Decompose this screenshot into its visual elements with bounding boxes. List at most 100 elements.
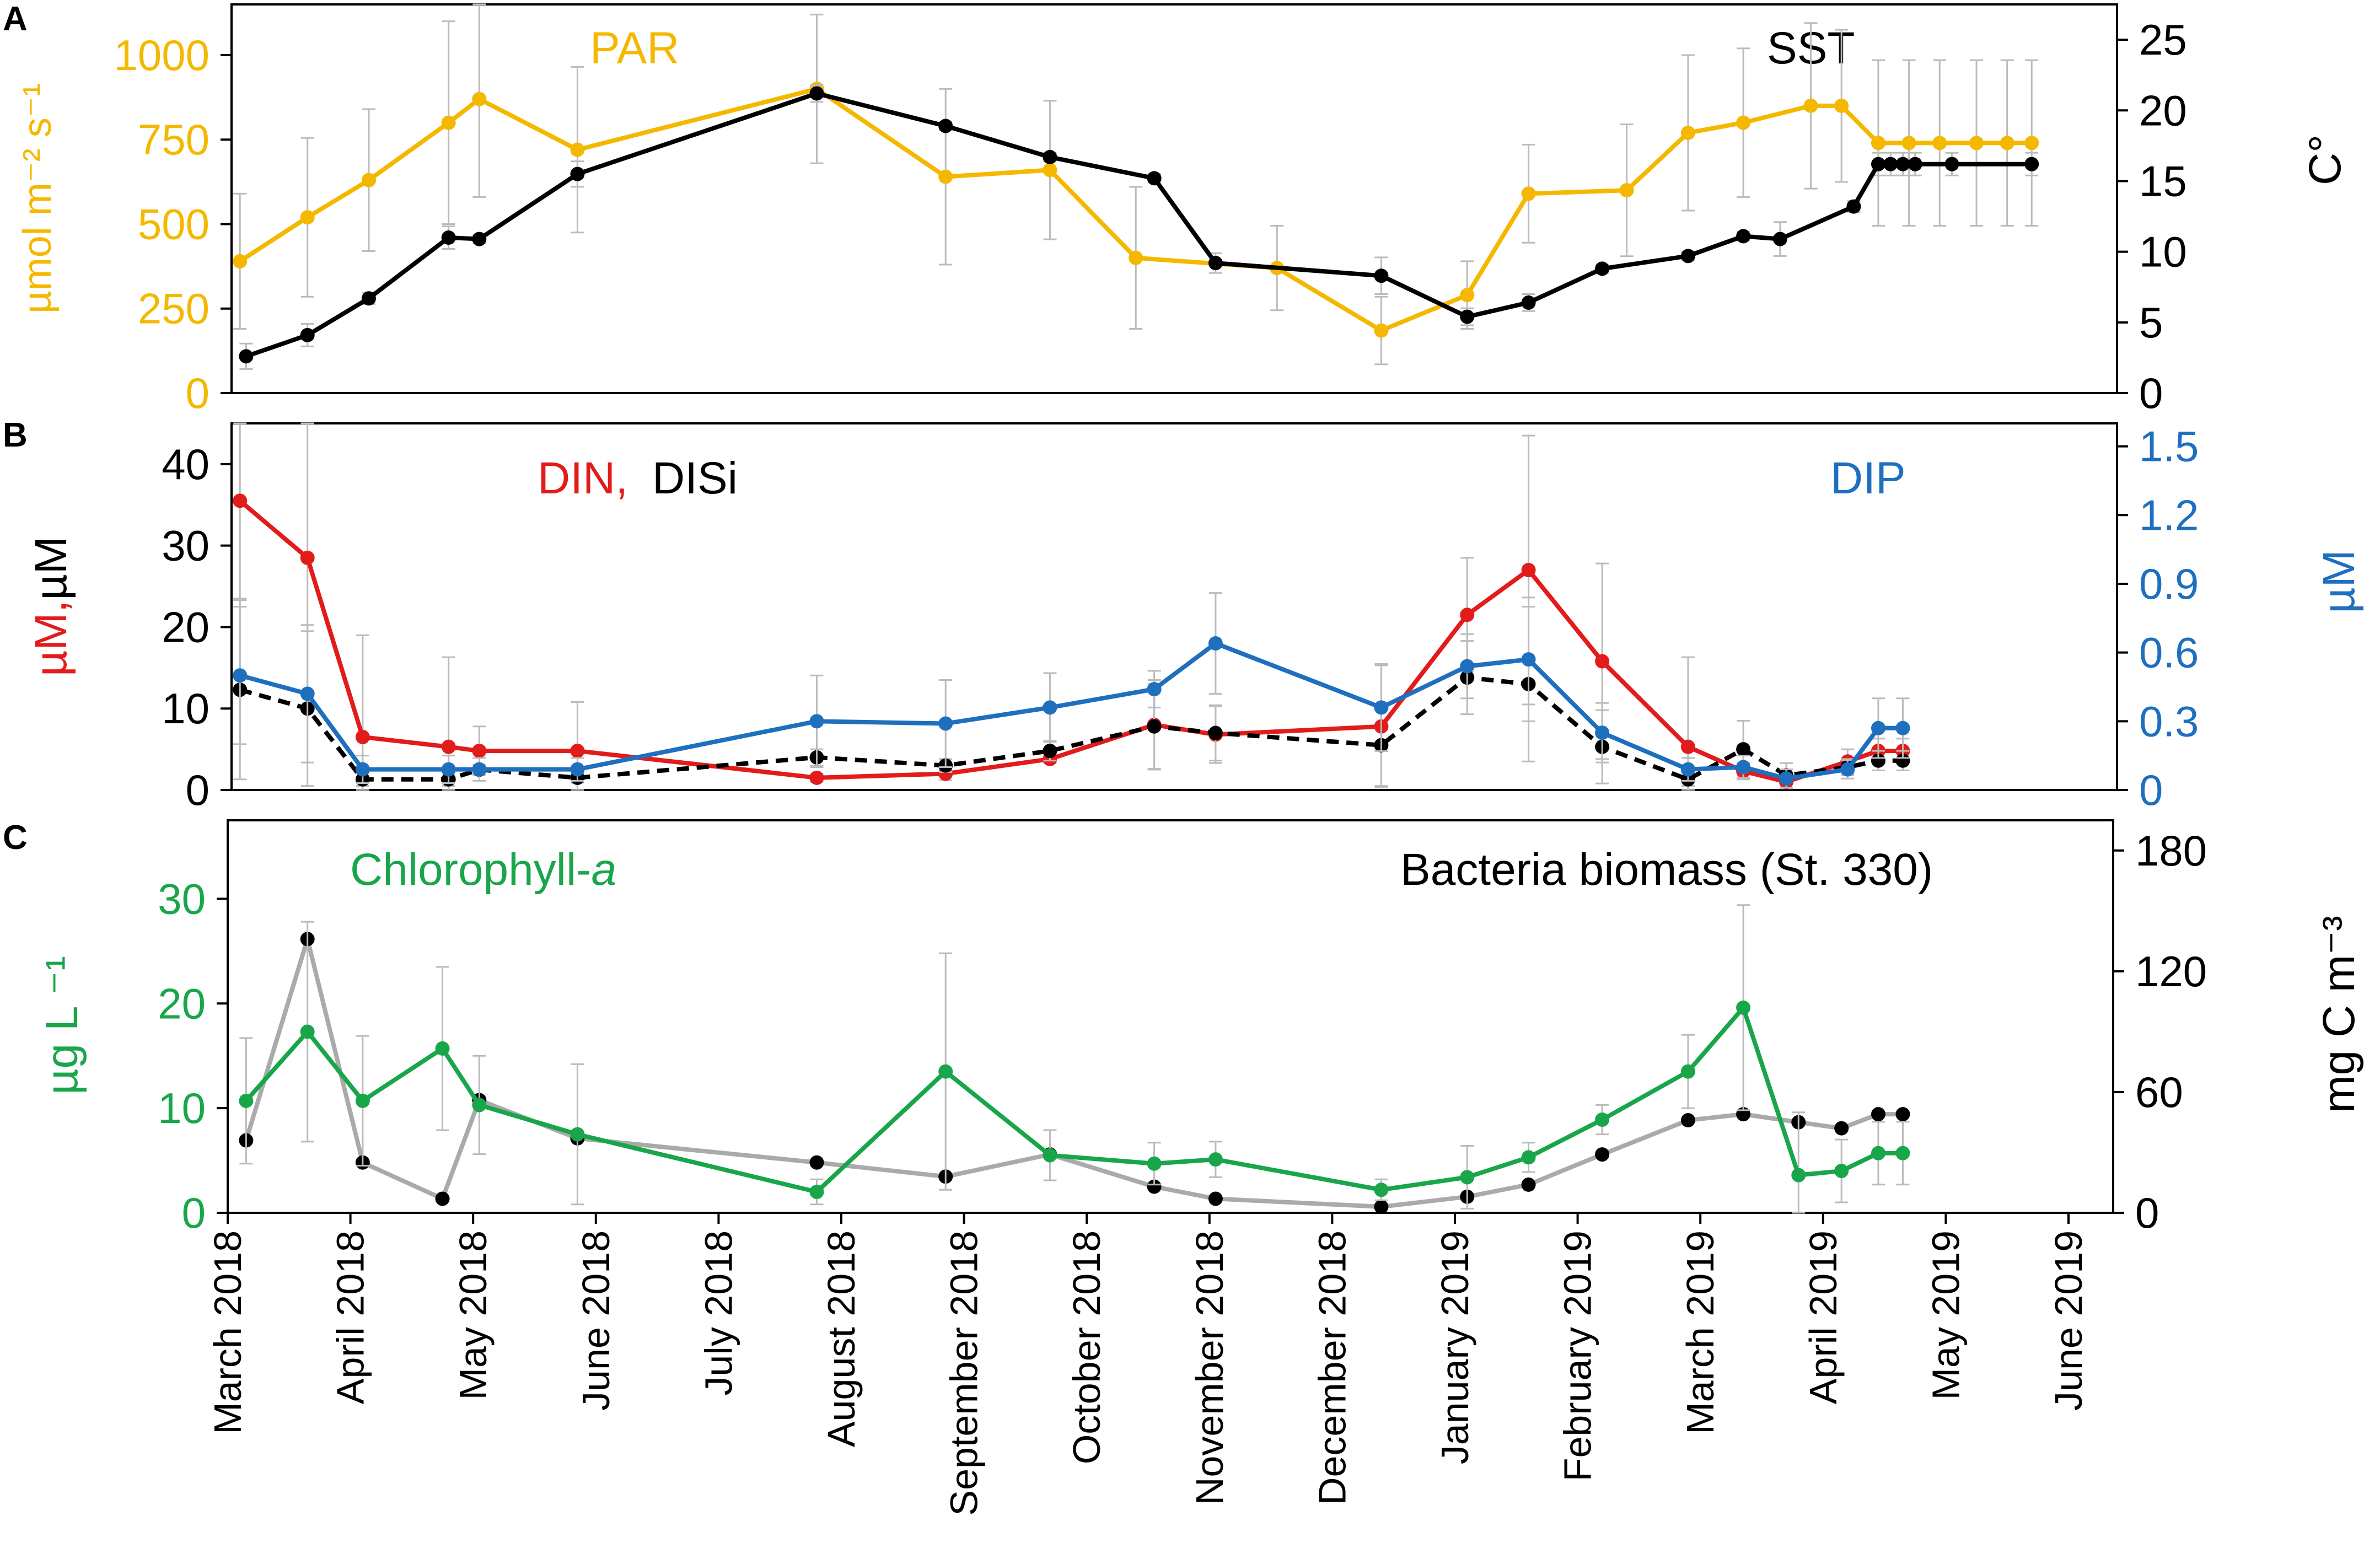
data-series — [233, 3, 2039, 1214]
series-2-bacteria-biomass — [239, 932, 1910, 1214]
data-point — [1871, 721, 1885, 735]
panel-c-frame — [227, 819, 2114, 1214]
ylabel-c-right: mg C m⁻³ — [2314, 916, 2364, 1113]
data-point — [1374, 1182, 1389, 1197]
data-point — [1460, 1170, 1475, 1185]
data-point — [1129, 250, 1143, 265]
label-bacteria: Bacteria biomass (St. 330) — [1400, 845, 1933, 895]
data-point — [1460, 608, 1475, 622]
ytick-label-left-0-0: 0 — [186, 369, 209, 417]
x-axis: March 2018 April 2018 May 2018 June 2018 Jul… — [206, 1213, 2090, 1516]
ytick-label-right-2-0: 0 — [2135, 1189, 2159, 1237]
xtick-label-7: October 2018 — [1065, 1230, 1108, 1464]
data-point — [355, 762, 370, 777]
data-point — [1619, 183, 1634, 198]
ytick-label-right-1-5: 1.5 — [2139, 422, 2199, 471]
xtick-label-5: August 2018 — [820, 1230, 863, 1447]
label-disi: DISi — [652, 453, 738, 503]
data-point — [1147, 682, 1162, 697]
xtick-label-3: June 2018 — [574, 1230, 617, 1411]
data-point — [1895, 753, 1910, 768]
ytick-label-left-1-0: 0 — [186, 766, 209, 814]
ytick-label-right-1-0: 0 — [2139, 766, 2163, 814]
ytick-label-left-2-1: 10 — [158, 1084, 206, 1132]
data-point — [1147, 719, 1162, 734]
data-point — [1521, 295, 1536, 310]
data-point — [233, 668, 248, 683]
ytick-label-left-0-1: 250 — [138, 284, 209, 333]
data-point — [938, 119, 953, 133]
ytick-label-right-1-2: 0.6 — [2139, 628, 2199, 677]
label-din: DIN, — [538, 453, 628, 503]
data-point — [1374, 323, 1389, 338]
data-point — [361, 291, 376, 306]
data-point — [1595, 725, 1610, 740]
data-point — [435, 1041, 450, 1056]
xtick-label-8: November 2018 — [1188, 1230, 1231, 1505]
series-1-disi — [233, 599, 1910, 789]
ytick-label-right-1-1: 0.3 — [2139, 697, 2199, 745]
data-point — [809, 714, 824, 729]
data-point — [570, 744, 585, 759]
ytick-label-left-2-0: 0 — [182, 1189, 206, 1237]
data-point — [570, 142, 585, 157]
data-point — [472, 762, 487, 777]
series-line — [245, 91, 2032, 359]
ytick-label-right-0-1: 5 — [2139, 298, 2163, 347]
ytick-label-right-2-3: 180 — [2135, 826, 2207, 875]
data-point — [300, 686, 315, 701]
ylabel-b-left-colored: µM, — [26, 600, 76, 676]
data-point — [1680, 125, 1695, 140]
data-point — [472, 744, 487, 759]
data-point — [1208, 725, 1223, 740]
data-point — [1871, 136, 1885, 150]
series-line — [239, 675, 1903, 782]
data-point — [1595, 261, 1610, 276]
data-point — [1736, 115, 1751, 130]
data-point — [1043, 149, 1057, 164]
data-point — [1871, 1146, 1885, 1160]
ylabel-b-right: µM — [2314, 550, 2364, 614]
ylabel-a-right: C° — [2300, 135, 2350, 185]
data-point — [1895, 1107, 1910, 1122]
ytick-label-right-0-0: 0 — [2139, 369, 2163, 417]
ytick-label-right-1-4: 1.2 — [2139, 491, 2199, 539]
data-point — [1374, 700, 1389, 715]
data-point — [2024, 136, 2039, 150]
data-point — [1521, 186, 1536, 201]
data-point — [1680, 249, 1695, 264]
series-2-chlorophyll-a — [239, 904, 1910, 1214]
data-point — [361, 173, 376, 187]
series-line — [244, 937, 1903, 1210]
data-point — [1871, 753, 1885, 768]
data-point — [809, 1155, 824, 1170]
data-point — [570, 1127, 585, 1142]
data-point — [472, 1098, 487, 1112]
data-point — [1969, 136, 1984, 150]
series-1-dip — [233, 592, 1910, 789]
data-point — [809, 86, 824, 101]
data-point — [1680, 762, 1695, 777]
data-point — [1460, 659, 1475, 674]
data-point — [1595, 1112, 1610, 1127]
ytick-label-left-1-4: 40 — [162, 440, 209, 488]
xtick-label-6: September 2018 — [943, 1230, 986, 1516]
data-point — [1736, 1000, 1751, 1015]
data-point — [570, 166, 585, 181]
ytick-label-right-0-3: 15 — [2139, 157, 2187, 205]
data-point — [1932, 136, 1947, 150]
data-point — [1147, 1156, 1162, 1171]
label-dip: DIP — [1830, 453, 1906, 503]
series-0-sst — [239, 84, 2039, 370]
data-point — [300, 210, 315, 225]
ytick-label-left-1-1: 10 — [162, 684, 209, 733]
data-point — [1147, 171, 1162, 186]
data-point — [233, 254, 248, 268]
data-point — [1208, 1152, 1223, 1167]
ytick-label-right-2-2: 120 — [2135, 947, 2207, 996]
data-point — [1736, 742, 1751, 757]
xtick-label-12: March 2019 — [1679, 1230, 1722, 1434]
ytick-label-left-0-3: 750 — [138, 115, 209, 164]
ytick-label-left-1-2: 20 — [162, 603, 209, 651]
series-line — [238, 499, 1903, 784]
